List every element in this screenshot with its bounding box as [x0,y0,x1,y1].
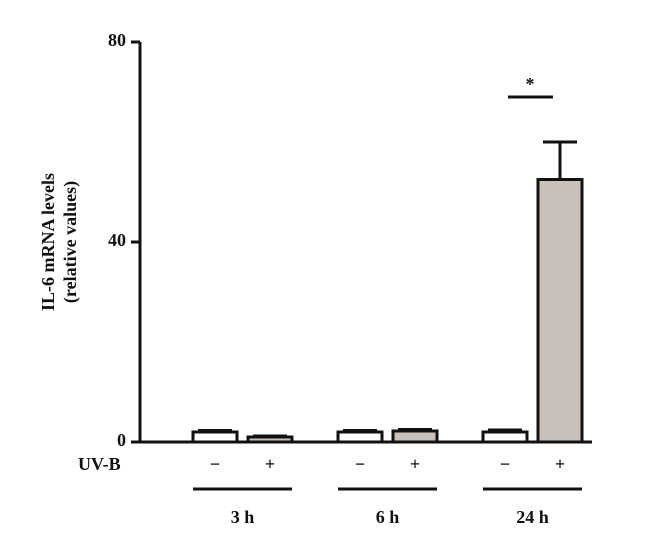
group-label: 24 h [516,507,549,527]
significance-label: * [526,74,535,94]
bar [481,430,529,444]
y-tick-label: 40 [108,230,126,250]
x-tick-label: − [500,454,510,474]
bar [391,429,439,444]
y-tick-label: 0 [117,430,126,450]
bar [336,430,384,444]
x-tick-label: + [410,454,420,474]
x-tick-label: + [555,454,565,474]
x-tick-label: − [355,454,365,474]
group-label: 3 h [231,507,255,527]
y-tick-label: 80 [108,30,126,50]
bar [191,430,239,444]
y-axis-label: (relative values) [60,181,81,303]
row-label: UV-B [78,454,121,474]
bar [536,178,584,444]
x-tick-label: − [210,454,220,474]
group-label: 6 h [376,507,400,527]
x-tick-label: + [265,454,275,474]
bar [246,435,294,444]
y-axis-label: IL-6 mRNA levels [38,173,58,311]
